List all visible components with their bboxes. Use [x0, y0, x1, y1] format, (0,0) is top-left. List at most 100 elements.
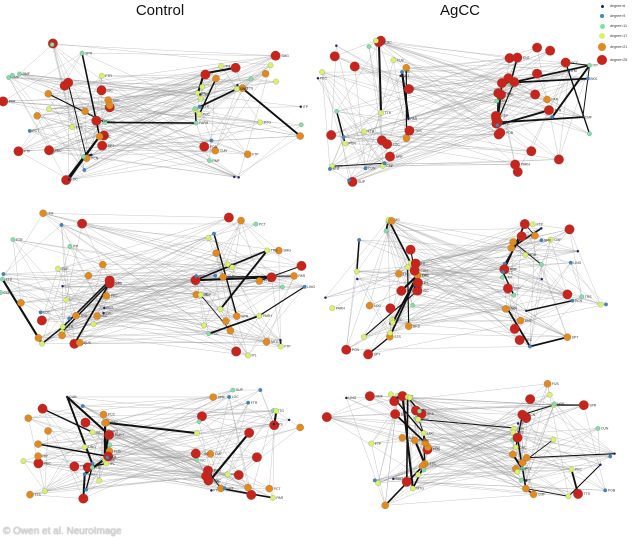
network-edge [322, 71, 382, 113]
network-node [257, 119, 263, 126]
network-node [102, 306, 106, 310]
network-node [399, 74, 402, 78]
region-label: ISC [200, 458, 206, 462]
region-label: SPR [507, 93, 515, 97]
network-edge [356, 271, 391, 333]
network-node [552, 401, 557, 407]
region-label: PAR [276, 496, 283, 500]
network-edge [29, 494, 84, 499]
network-edge [74, 333, 209, 344]
network-edge [336, 111, 532, 152]
network-node [82, 168, 87, 172]
network-node [387, 391, 394, 398]
network-node [231, 346, 242, 357]
network-node [509, 450, 517, 459]
network-node [273, 78, 279, 85]
region-label: PCT [274, 487, 281, 491]
network-edge [199, 106, 212, 141]
region-label: LOC [43, 311, 51, 315]
network-edge [364, 131, 391, 157]
network-edge [3, 264, 228, 275]
region-label: TRS [271, 249, 279, 253]
network-edge [99, 470, 209, 481]
network-edge [522, 414, 579, 495]
network-node [514, 335, 525, 345]
network-node [267, 62, 274, 68]
network-edge [531, 110, 550, 152]
network-edge [417, 277, 503, 291]
network-edge [504, 263, 542, 265]
region-label: FUS [102, 119, 110, 123]
network-node [298, 122, 304, 128]
network-node [553, 154, 564, 165]
network-edge [88, 265, 302, 276]
region-label: POB [210, 145, 218, 149]
network-node [96, 85, 107, 96]
region-label: PCT [32, 129, 39, 133]
network-edge [331, 78, 509, 136]
region-label: SPT [572, 335, 579, 339]
network-node [363, 349, 374, 360]
network-node [233, 312, 241, 320]
network-edge [498, 93, 516, 165]
network-edge [84, 55, 276, 171]
network-edge [332, 262, 411, 309]
network-edge [208, 402, 249, 482]
network-edge [42, 408, 93, 464]
network-edge [228, 396, 252, 495]
network-node [67, 244, 73, 249]
image-credit: © Owen et al. NeuroImage [3, 526, 122, 537]
network-edge [363, 288, 509, 337]
region-label: SMG [392, 218, 400, 222]
network-node [404, 125, 415, 136]
network-edge [210, 453, 222, 489]
region-label: BKS [427, 412, 435, 416]
region-label: POB [108, 121, 116, 125]
network-edge [415, 263, 607, 305]
region-label: SPT [227, 486, 234, 490]
network-edge [356, 230, 387, 272]
network-node [277, 343, 284, 350]
region-label: FTP [213, 489, 220, 493]
network-edge [44, 422, 86, 492]
network-node [383, 228, 389, 234]
network-edge [28, 410, 277, 419]
network-edge [82, 52, 276, 56]
network-edge [230, 330, 281, 347]
network-node [279, 338, 282, 342]
network-node [604, 302, 608, 307]
region-label: SPR [396, 155, 404, 159]
network-node [270, 50, 281, 61]
network-edge [418, 432, 514, 475]
region-label: TTS [419, 262, 426, 266]
network-edge [23, 460, 75, 467]
network-edge [409, 397, 523, 463]
network-edge [336, 40, 381, 112]
network-edge [418, 469, 572, 475]
region-label: FUS [552, 382, 560, 386]
network-edge [501, 82, 536, 95]
network-edge [195, 280, 281, 341]
network-node [500, 274, 505, 280]
region-label: TTS [385, 111, 392, 115]
network-edge [385, 230, 408, 268]
network-edge [402, 57, 510, 73]
network-edge [38, 294, 201, 339]
network-node [390, 409, 401, 420]
network-edge [260, 389, 275, 425]
network-edge [359, 239, 416, 264]
network-node [509, 323, 520, 334]
region-label: PEC [55, 148, 63, 152]
network-edge [514, 296, 582, 330]
network-edge [196, 220, 242, 295]
region-label: RMF [22, 72, 29, 76]
network-edge [2, 279, 196, 281]
network-edge [28, 405, 83, 419]
network-node [390, 57, 397, 63]
network-node [205, 235, 212, 241]
strong-edge [66, 396, 110, 436]
network-edge [208, 237, 305, 287]
region-label: PCT [525, 467, 532, 471]
region-label: CAC [385, 40, 393, 44]
legend-label: degree<25 [610, 58, 628, 62]
